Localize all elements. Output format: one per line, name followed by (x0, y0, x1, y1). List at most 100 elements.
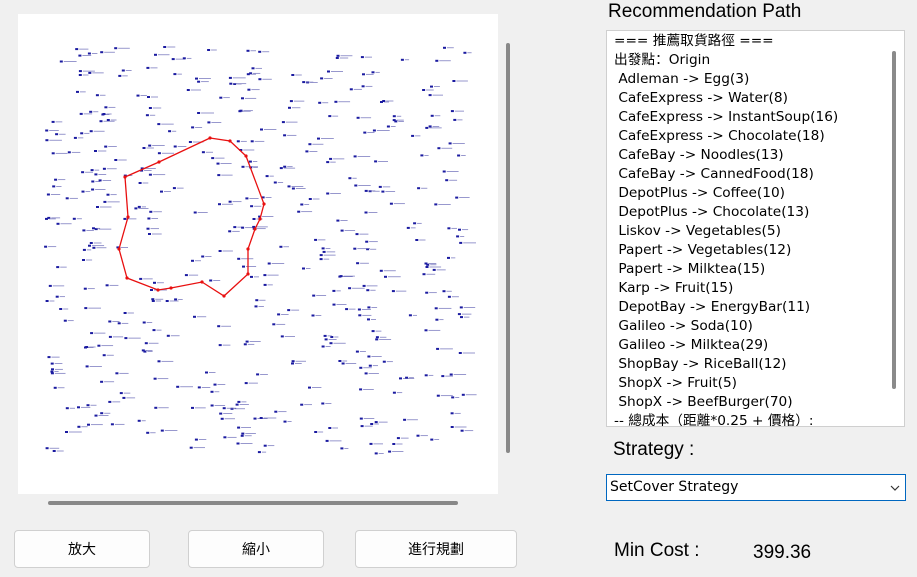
store-marker (237, 400, 241, 403)
store-marker (330, 336, 334, 338)
store-marker (106, 193, 110, 196)
store-marker (425, 126, 429, 129)
path-line: CafeExpress -> Chocolate(18) (614, 128, 825, 144)
store-marker (456, 235, 460, 238)
store-marker (263, 283, 267, 286)
store-marker (367, 318, 370, 321)
store-marker (138, 182, 142, 184)
store-marker (50, 372, 54, 375)
zoom-in-button[interactable]: 放大 (14, 530, 150, 568)
map-canvas[interactable] (18, 14, 498, 494)
store-marker (335, 57, 339, 59)
store-marker (348, 177, 352, 180)
store-marker (184, 274, 188, 277)
store-marker (82, 229, 86, 232)
store-marker (205, 371, 208, 374)
store-marker (340, 447, 344, 450)
store-marker (139, 277, 143, 280)
store-marker (237, 257, 241, 260)
store-marker (241, 226, 245, 229)
strategy-select[interactable]: SetCover Strategy (606, 474, 906, 501)
store-marker (447, 295, 451, 298)
map-plot (44, 46, 477, 455)
store-marker (291, 362, 294, 365)
store-marker (319, 254, 323, 257)
store-marker (94, 228, 98, 231)
store-marker (217, 325, 221, 328)
store-marker (388, 450, 392, 453)
recommendation-path-textbox[interactable]: === 推薦取貨路徑 === 出發點：Origin Adleman -> Egg(… (606, 30, 905, 427)
store-marker (241, 165, 245, 168)
store-marker (197, 386, 201, 389)
store-marker (326, 192, 330, 195)
store-marker (374, 160, 378, 163)
store-marker (459, 306, 463, 309)
store-marker (447, 256, 450, 259)
path-line: CafeExpress -> Water(8) (614, 90, 788, 106)
store-marker (399, 377, 402, 380)
store-marker (359, 388, 363, 391)
store-marker (85, 346, 89, 348)
recommendation-path-list: === 推薦取貨路徑 === 出發點：Origin Adleman -> Egg(… (614, 32, 838, 426)
store-marker (460, 429, 464, 432)
zoom-out-button[interactable]: 縮小 (188, 530, 324, 568)
store-marker (116, 246, 120, 249)
store-marker (81, 190, 85, 193)
store-marker (52, 185, 56, 188)
map-vertical-scrollbar[interactable] (506, 43, 510, 453)
store-marker (73, 136, 77, 139)
store-marker (258, 215, 262, 218)
store-marker (382, 360, 386, 363)
route-stop (200, 280, 204, 284)
store-marker (239, 149, 243, 151)
store-marker (358, 314, 362, 317)
store-marker (353, 247, 357, 250)
plan-button[interactable]: 進行規劃 (355, 530, 517, 568)
store-marker (411, 134, 415, 137)
store-marker (265, 175, 269, 178)
store-marker (151, 300, 155, 302)
route-stop (246, 247, 250, 251)
store-marker (154, 406, 158, 409)
store-marker (104, 145, 108, 148)
store-marker (288, 106, 291, 109)
store-marker (375, 338, 379, 341)
store-marker (357, 308, 361, 311)
store-marker (160, 429, 164, 432)
store-marker (173, 145, 177, 148)
store-marker (253, 417, 257, 420)
strategy-label: Strategy : (613, 439, 695, 460)
store-marker (425, 266, 429, 268)
route-stop (157, 160, 161, 164)
path-vertical-scrollbar[interactable] (892, 51, 896, 389)
store-marker (104, 106, 108, 109)
store-marker (291, 187, 295, 190)
store-marker (245, 340, 249, 343)
path-line: Galileo -> Soda(10) (614, 318, 753, 334)
store-marker (87, 52, 91, 55)
store-marker (441, 375, 445, 378)
store-marker (405, 376, 409, 379)
map-horizontal-scrollbar[interactable] (48, 501, 458, 505)
store-marker (103, 200, 107, 203)
store-marker (235, 403, 239, 406)
store-marker (287, 309, 291, 312)
store-marker (308, 386, 311, 389)
store-marker (287, 185, 291, 188)
store-marker (173, 73, 177, 76)
store-marker (372, 129, 376, 132)
store-marker (424, 374, 428, 377)
store-marker (110, 423, 114, 426)
store-marker (46, 193, 50, 196)
store-marker (308, 143, 312, 146)
path-line: Papert -> Vegetables(12) (614, 242, 792, 258)
store-marker (191, 126, 195, 129)
store-marker (48, 284, 52, 287)
store-marker (145, 114, 149, 117)
store-marker (321, 345, 325, 348)
store-marker (430, 114, 434, 117)
store-marker (115, 372, 119, 375)
store-marker (236, 140, 240, 143)
store-marker (279, 245, 283, 248)
store-marker (100, 412, 104, 415)
